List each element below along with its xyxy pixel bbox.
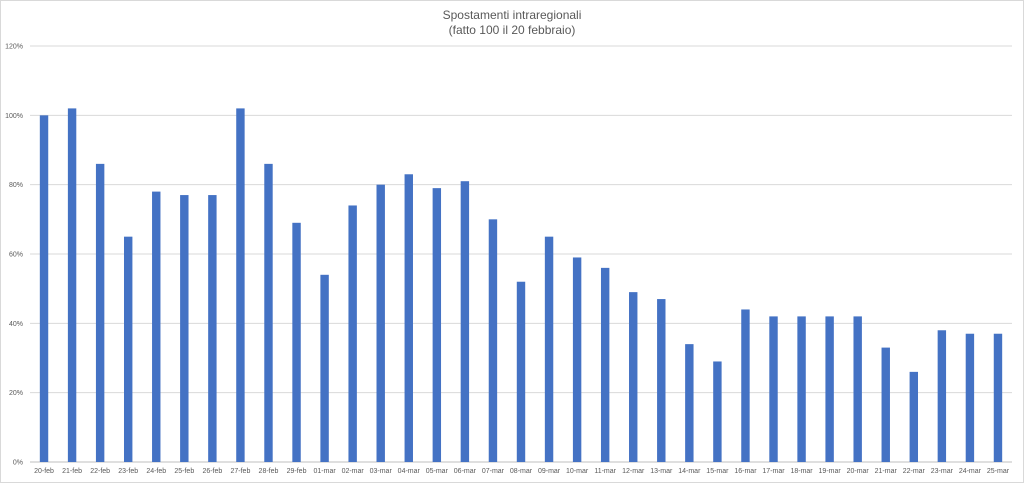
x-tick-label: 03-mar: [370, 468, 393, 475]
x-tick-label: 02-mar: [342, 468, 365, 475]
bar: [488, 219, 498, 462]
chart-title: Spostamenti intraregionali: [442, 8, 582, 22]
bar: [236, 108, 245, 463]
bar: [629, 292, 638, 462]
x-tick-label: 21-feb: [62, 468, 82, 475]
bar: [208, 195, 217, 463]
y-tick-label: 100%: [5, 113, 23, 120]
bar: [825, 316, 834, 462]
x-tick-label: 01-mar: [314, 468, 337, 475]
bar: [965, 333, 975, 462]
bar: [881, 347, 890, 462]
bar: [376, 184, 385, 462]
x-tick-label: 09-mar: [538, 468, 561, 475]
bar: [909, 371, 919, 462]
bar: [152, 191, 161, 462]
bar: [937, 330, 947, 462]
bar: [320, 274, 329, 462]
x-tick-label: 11-mar: [594, 468, 616, 475]
bar: [713, 361, 722, 462]
x-tick-label: 12-mar: [622, 468, 645, 475]
bar: [67, 108, 77, 463]
bar: [516, 281, 526, 462]
bar: [348, 205, 357, 462]
chart-subtitle: (fatto 100 il 20 febbraio): [448, 23, 576, 37]
y-tick-label: 0%: [13, 460, 23, 467]
x-tick-label: 15-mar: [706, 468, 729, 475]
bar: [657, 299, 666, 462]
x-tick-label: 27-feb: [230, 468, 250, 475]
bar: [432, 188, 442, 462]
x-tick-label: 29-feb: [287, 468, 307, 475]
y-tick-label: 20%: [9, 390, 23, 397]
x-tick-label: 25-feb: [174, 468, 194, 475]
x-tick-label: 13-mar: [650, 468, 673, 475]
x-tick-label: 04-mar: [398, 468, 421, 475]
x-tick-label: 05-mar: [426, 468, 449, 475]
bar: [797, 316, 806, 462]
x-tick-label: 16-mar: [734, 468, 757, 475]
x-tick-label: 17-mar: [762, 468, 785, 475]
bar: [404, 174, 413, 462]
x-tick-label: 20-feb: [34, 468, 54, 475]
bar: [685, 344, 694, 462]
y-tick-label: 80%: [9, 182, 23, 189]
x-tick-label: 28-feb: [259, 468, 279, 475]
x-tick-label: 21-mar: [875, 468, 898, 475]
bar: [292, 222, 301, 462]
x-tick-label: 08-mar: [510, 468, 533, 475]
bar: [769, 316, 778, 462]
x-tick-label: 22-mar: [903, 468, 926, 475]
bar: [544, 236, 554, 462]
x-tick-label: 23-mar: [931, 468, 954, 475]
y-tick-label: 60%: [9, 252, 23, 259]
x-tick-label: 22-feb: [90, 468, 110, 475]
bar: [95, 163, 105, 462]
y-tick-label: 40%: [9, 321, 23, 328]
x-tick-label: 25-mar: [987, 468, 1010, 475]
bar: [741, 309, 750, 462]
x-tick-label: 24-feb: [146, 468, 166, 475]
bar: [180, 195, 189, 463]
x-tick-label: 06-mar: [454, 468, 477, 475]
bar: [123, 236, 133, 462]
bar: [993, 333, 1003, 462]
bar: [572, 257, 582, 462]
x-tick-label: 24-mar: [959, 468, 982, 475]
x-tick-label: 10-mar: [566, 468, 589, 475]
x-tick-label: 26-feb: [202, 468, 222, 475]
x-tick-label: 18-mar: [790, 468, 813, 475]
x-tick-label: 19-mar: [819, 468, 842, 475]
x-tick-label: 20-mar: [847, 468, 870, 475]
bar: [264, 163, 273, 462]
x-tick-label: 23-feb: [118, 468, 138, 475]
y-tick-label: 120%: [5, 44, 23, 51]
x-tick-label: 14-mar: [678, 468, 701, 475]
bar: [853, 316, 862, 462]
x-tick-label: 07-mar: [482, 468, 505, 475]
bar: [460, 181, 470, 462]
bar: [39, 115, 49, 462]
bar: [600, 267, 610, 462]
